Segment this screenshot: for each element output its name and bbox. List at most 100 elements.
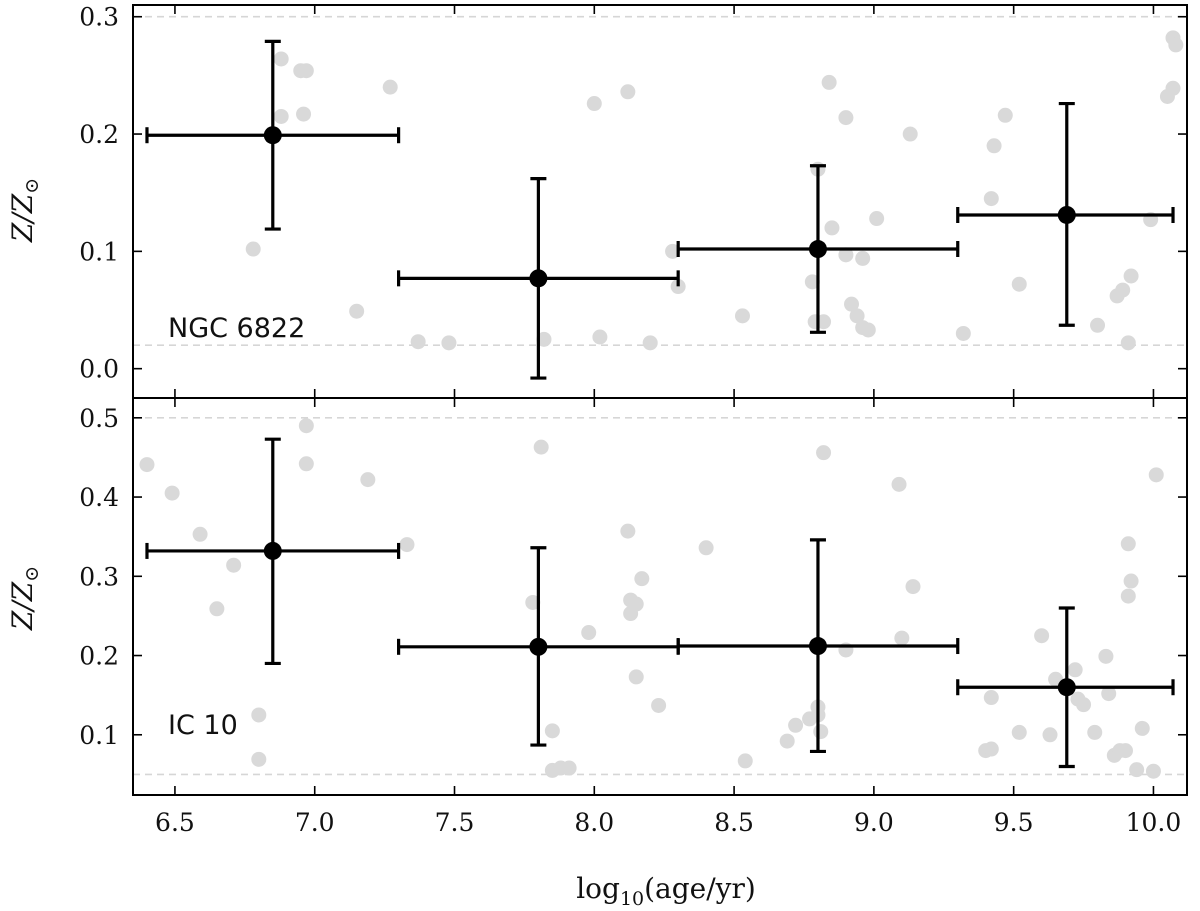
y-label-sub: ⊙ (21, 178, 43, 194)
scatter-point (816, 314, 832, 330)
scatter-point (399, 537, 415, 553)
scatter-point (779, 733, 795, 749)
scatter-point (1165, 80, 1181, 96)
scatter-point (251, 707, 267, 723)
scatter-point (855, 250, 871, 266)
scatter-point (983, 741, 999, 757)
y-tick-label: 0.2 (79, 120, 119, 149)
scatter-point (628, 596, 644, 612)
scatter-point (804, 274, 820, 290)
scatter-point (670, 279, 686, 295)
scatter-point (410, 334, 426, 350)
scatter-point (891, 476, 907, 492)
scatter-point (1076, 697, 1092, 713)
scatter-point (1123, 268, 1139, 284)
x-tick-label: 10.0 (1126, 808, 1182, 837)
scatter-point (360, 472, 376, 488)
scatter-point (525, 594, 541, 610)
scatter-point (905, 579, 921, 595)
scatter-point (1120, 335, 1136, 351)
scatter-point (844, 296, 860, 312)
scatter-point (298, 456, 314, 472)
mean-point (1057, 205, 1076, 224)
scatter-point (1117, 743, 1133, 759)
scatter-point (1090, 317, 1106, 333)
x-tick-label: 9.5 (994, 808, 1034, 837)
scatter-point (349, 303, 365, 319)
x-tick-label: 8.0 (574, 808, 614, 837)
scatter-point (1098, 648, 1114, 664)
x-tick-label: 8.5 (714, 808, 754, 837)
scatter-point (1148, 467, 1164, 483)
y-tick-label: 0.2 (79, 642, 119, 671)
y-tick-label: 0.3 (79, 562, 119, 591)
y-tick-label: 0.0 (79, 355, 119, 384)
y-tick-label: 0.1 (79, 721, 119, 750)
axes-frame (132, 397, 1188, 796)
x-label-rest: (age/yr) (644, 872, 756, 905)
scatter-point (1129, 762, 1145, 778)
scatter-point (298, 418, 314, 434)
y-tick-label: 0.1 (79, 237, 119, 266)
scatter-point (634, 571, 650, 587)
scatter-point (620, 84, 636, 100)
scatter-point (986, 138, 1002, 154)
scatter-point (860, 322, 876, 338)
scatter-point (816, 445, 832, 461)
x-label-sub: 10 (620, 888, 644, 910)
x-label-base: log (576, 872, 620, 905)
scatter-point (620, 523, 636, 539)
x-tick-label: 6.5 (155, 808, 195, 837)
scatter-point (544, 723, 560, 739)
y-axis-label-bottom: Z/Z⊙ (6, 566, 43, 631)
mean-point (529, 269, 548, 288)
x-tick-label: 7.5 (435, 808, 475, 837)
scatter-point (983, 690, 999, 706)
mean-point (808, 637, 827, 656)
x-axis-label: log10(age/yr) (576, 872, 756, 910)
panel-label-ngc6822: NGC 6822 (168, 313, 305, 344)
scatter-point (698, 540, 714, 556)
scatter-point (251, 751, 267, 767)
y-tick-label: 0.5 (79, 404, 119, 433)
scatter-point (441, 335, 457, 351)
scatter-point (192, 526, 208, 542)
panel-ic10: 6.5 7.0 7.5 8.0 8.5 9.0 9.5 10.0 0.1 0.2 0.3 0.4 0.5 (79, 397, 1188, 837)
scatter-point (1087, 724, 1103, 740)
scatter-point (849, 308, 865, 324)
scatter-point (226, 557, 242, 573)
scatter-point (273, 108, 289, 124)
scatter-point (628, 669, 644, 685)
scatter-point (298, 63, 314, 79)
scatter-point (1101, 686, 1117, 702)
mean-point (808, 240, 827, 259)
scatter-point (1120, 536, 1136, 552)
y-label-main: Z/Z (6, 193, 39, 243)
scatter-point (824, 220, 840, 236)
scatter-point (734, 308, 750, 324)
scatter-point (139, 457, 155, 473)
scatter-point (813, 724, 829, 740)
scatter-point (788, 717, 804, 733)
scatter-point (902, 126, 918, 142)
y-tick-label: 0.3 (79, 3, 119, 32)
x-tick-label: 7.0 (295, 808, 335, 837)
scatter-point (592, 329, 608, 345)
scatter-point (894, 630, 910, 646)
scatter-point (997, 107, 1013, 123)
scatter-point (642, 335, 658, 351)
y-label-sub: ⊙ (21, 566, 43, 582)
mean-point (263, 126, 282, 145)
scatter-point (1120, 588, 1136, 604)
scatter-point (665, 243, 681, 259)
mean-point (529, 637, 548, 656)
y-axis-label-top: Z/Z⊙ (6, 178, 43, 243)
mean-point (1057, 678, 1076, 697)
scatter-point (1145, 763, 1161, 779)
scatter-point (1134, 720, 1150, 736)
scatter-point (955, 325, 971, 341)
x-tick-label: 9.0 (854, 808, 894, 837)
scatter-point (1067, 662, 1083, 678)
scatter-point (536, 331, 552, 347)
scatter-point (651, 697, 667, 713)
